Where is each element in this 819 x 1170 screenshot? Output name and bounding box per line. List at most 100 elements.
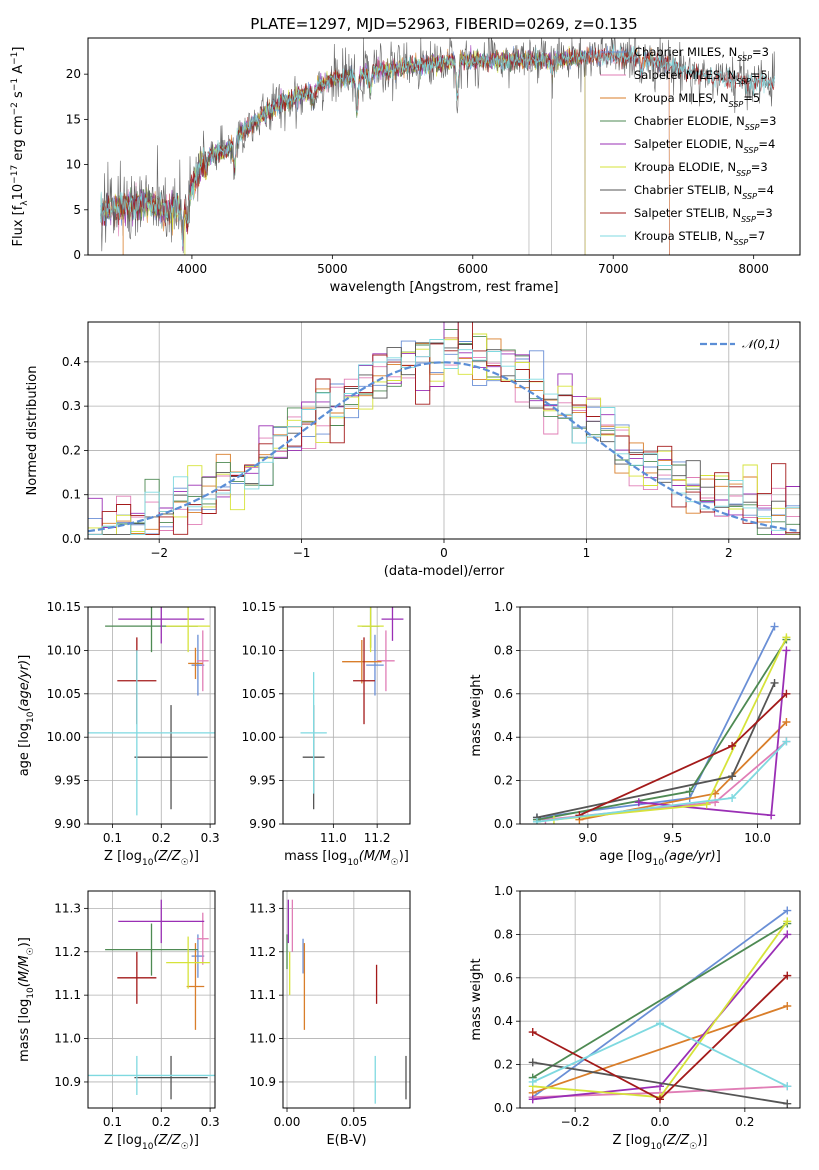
legend-text-part: =4	[757, 183, 774, 197]
weight-series	[528, 930, 792, 1104]
weight-marker	[528, 1028, 537, 1037]
weight-series	[549, 633, 791, 824]
label-part: age [log	[17, 723, 32, 776]
weight-line	[532, 922, 788, 1079]
y-tick-label: 11.2	[54, 945, 81, 959]
label-part: erg cm	[11, 115, 26, 164]
errorbar-point	[191, 634, 205, 696]
y-tick-label: 10	[66, 158, 81, 172]
weight-series	[528, 1019, 792, 1091]
legend-text-part: =3	[752, 45, 769, 59]
y-axis-label: mass [log10(M/M☉)]	[17, 937, 36, 1062]
legend-text-part: =5	[751, 68, 768, 82]
legend-text-part: =3	[756, 206, 773, 220]
y-tick-label: 0.2	[494, 774, 513, 788]
legend-entry: Kroupa ELODIE, NSSP=3	[634, 160, 768, 178]
plot-area-weight-vs-age	[520, 607, 800, 824]
weight-marker	[783, 930, 792, 939]
errorbar-point	[118, 899, 205, 944]
x-tick-label: 7000	[598, 262, 629, 276]
legend-entry: Salpeter STELIB, NSSP=3	[634, 206, 773, 224]
label-part: (age/yr)	[664, 849, 716, 864]
weight-marker	[782, 633, 791, 642]
panel-age-vs-mass: 11.0 11.2 9.90 9.95 10.00 10.05 10.10 10.15 mass…	[242, 600, 411, 868]
weight-line	[532, 1061, 788, 1105]
x-tick-label: 9.5	[663, 831, 682, 845]
errorbar-point	[105, 923, 198, 976]
x-axis-label: Z [log10(Z/Z☉)]	[104, 1133, 199, 1152]
label-part: (M/M	[17, 955, 32, 987]
label-part: Z [log	[613, 1133, 651, 1148]
residual-legend: 𝒩(0,1)	[700, 337, 780, 351]
y-tick-label: 0.3	[62, 399, 81, 413]
x-tick-label: 0.00	[274, 1115, 301, 1129]
y-tick-label: 10.15	[242, 600, 276, 614]
y-tick-label: 9.95	[249, 774, 276, 788]
label-part: 10	[142, 858, 154, 868]
weight-marker	[783, 1082, 792, 1091]
weight-marker	[728, 793, 737, 802]
x-tick-label: −2	[150, 546, 168, 560]
weight-marker	[728, 741, 737, 750]
label-part: wavelength [Angstrom, rest frame]	[330, 280, 559, 295]
errorbar-point	[188, 647, 203, 680]
y-tick-label: 0.4	[494, 1014, 513, 1028]
weight-series	[528, 1058, 792, 1108]
plot-area-mass-vs-Z	[88, 891, 215, 1108]
panel-mass-vs-Z: 0.1 0.2 0.310.911.011.111.211.3Z [log10(Z/…	[17, 890, 220, 1152]
weight-marker	[782, 689, 791, 698]
legend-text-part: =3	[760, 114, 777, 128]
panel-residuals: −2 −1 0 1 2 0.0 0.1 0.2 0.3 0.4 (data-model)/error…	[25, 321, 801, 579]
axes-frame	[87, 321, 801, 540]
weight-marker	[783, 1002, 792, 1011]
legend-subscript: SSP	[729, 100, 744, 109]
grid-layer	[283, 607, 410, 824]
label-part: ☉	[181, 858, 189, 868]
legend-entry: Chabrier STELIB, NSSP=4	[634, 183, 774, 201]
weight-marker	[767, 811, 776, 820]
y-tick-label: 0.6	[494, 971, 513, 985]
legend-entry: 𝒩(0,1)	[742, 337, 780, 351]
y-axis-label: age [log10(age/yr)]	[17, 655, 36, 777]
label-part: −17	[10, 165, 20, 184]
label-part: mass [log	[284, 849, 347, 864]
y-tick-label: 11.3	[54, 901, 81, 915]
y-tick-label: 10.9	[249, 1075, 276, 1089]
errorbar-point	[196, 630, 209, 692]
x-axis-label: wavelength [Angstrom, rest frame]	[330, 280, 559, 295]
axes-frame	[87, 890, 216, 1109]
weight-marker	[783, 906, 792, 915]
legend-text-part: Chabrier ELODIE, N	[634, 114, 745, 128]
panel-mass-vs-EBV: 0.00 0.05 10.9 11.0 11.1 11.2 11.3 E(B-V)	[249, 890, 411, 1148]
spectrum-line	[100, 46, 775, 244]
x-axis-label: mass [log10(M/M☉)]	[284, 849, 409, 868]
y-axis-label: Normed distribution	[25, 366, 40, 496]
errorbar-point	[381, 607, 404, 641]
legend-entry: Salpeter ELODIE, NSSP=4	[634, 137, 775, 155]
y-tick-label: 0.8	[494, 927, 513, 941]
legend-text-part: Kroupa STELIB, N	[634, 229, 734, 243]
errorbar-point	[353, 637, 375, 725]
y-tick-label: 1.0	[494, 600, 513, 614]
x-tick-label: 0.05	[340, 1115, 367, 1129]
legend-entry: Kroupa MILES, NSSP=5	[634, 91, 760, 109]
x-axis-label: Z [log10(Z/Z☉)]	[613, 1133, 708, 1152]
y-tick-label: 0.0	[494, 817, 513, 831]
label-part: Z [log	[104, 1133, 142, 1148]
weight-series	[528, 971, 792, 1104]
y-tick-label: 15	[66, 112, 81, 126]
weight-marker	[782, 718, 791, 727]
plot-area-mass-vs-EBV	[283, 891, 410, 1108]
label-part: )]	[17, 937, 32, 947]
y-tick-label: 11.2	[249, 945, 276, 959]
weight-marker	[770, 678, 779, 687]
x-tick-label: −1	[293, 546, 311, 560]
y-tick-label: 10.00	[242, 730, 276, 744]
plot-area-residuals	[88, 322, 800, 539]
weight-marker	[782, 646, 791, 655]
y-tick-label: 0.4	[62, 355, 81, 369]
legend-subscript: SSP	[736, 77, 751, 86]
legend-text-part: =4	[758, 137, 775, 151]
errorbar-point	[366, 634, 384, 696]
plot-area-weight-vs-Z	[520, 891, 800, 1108]
